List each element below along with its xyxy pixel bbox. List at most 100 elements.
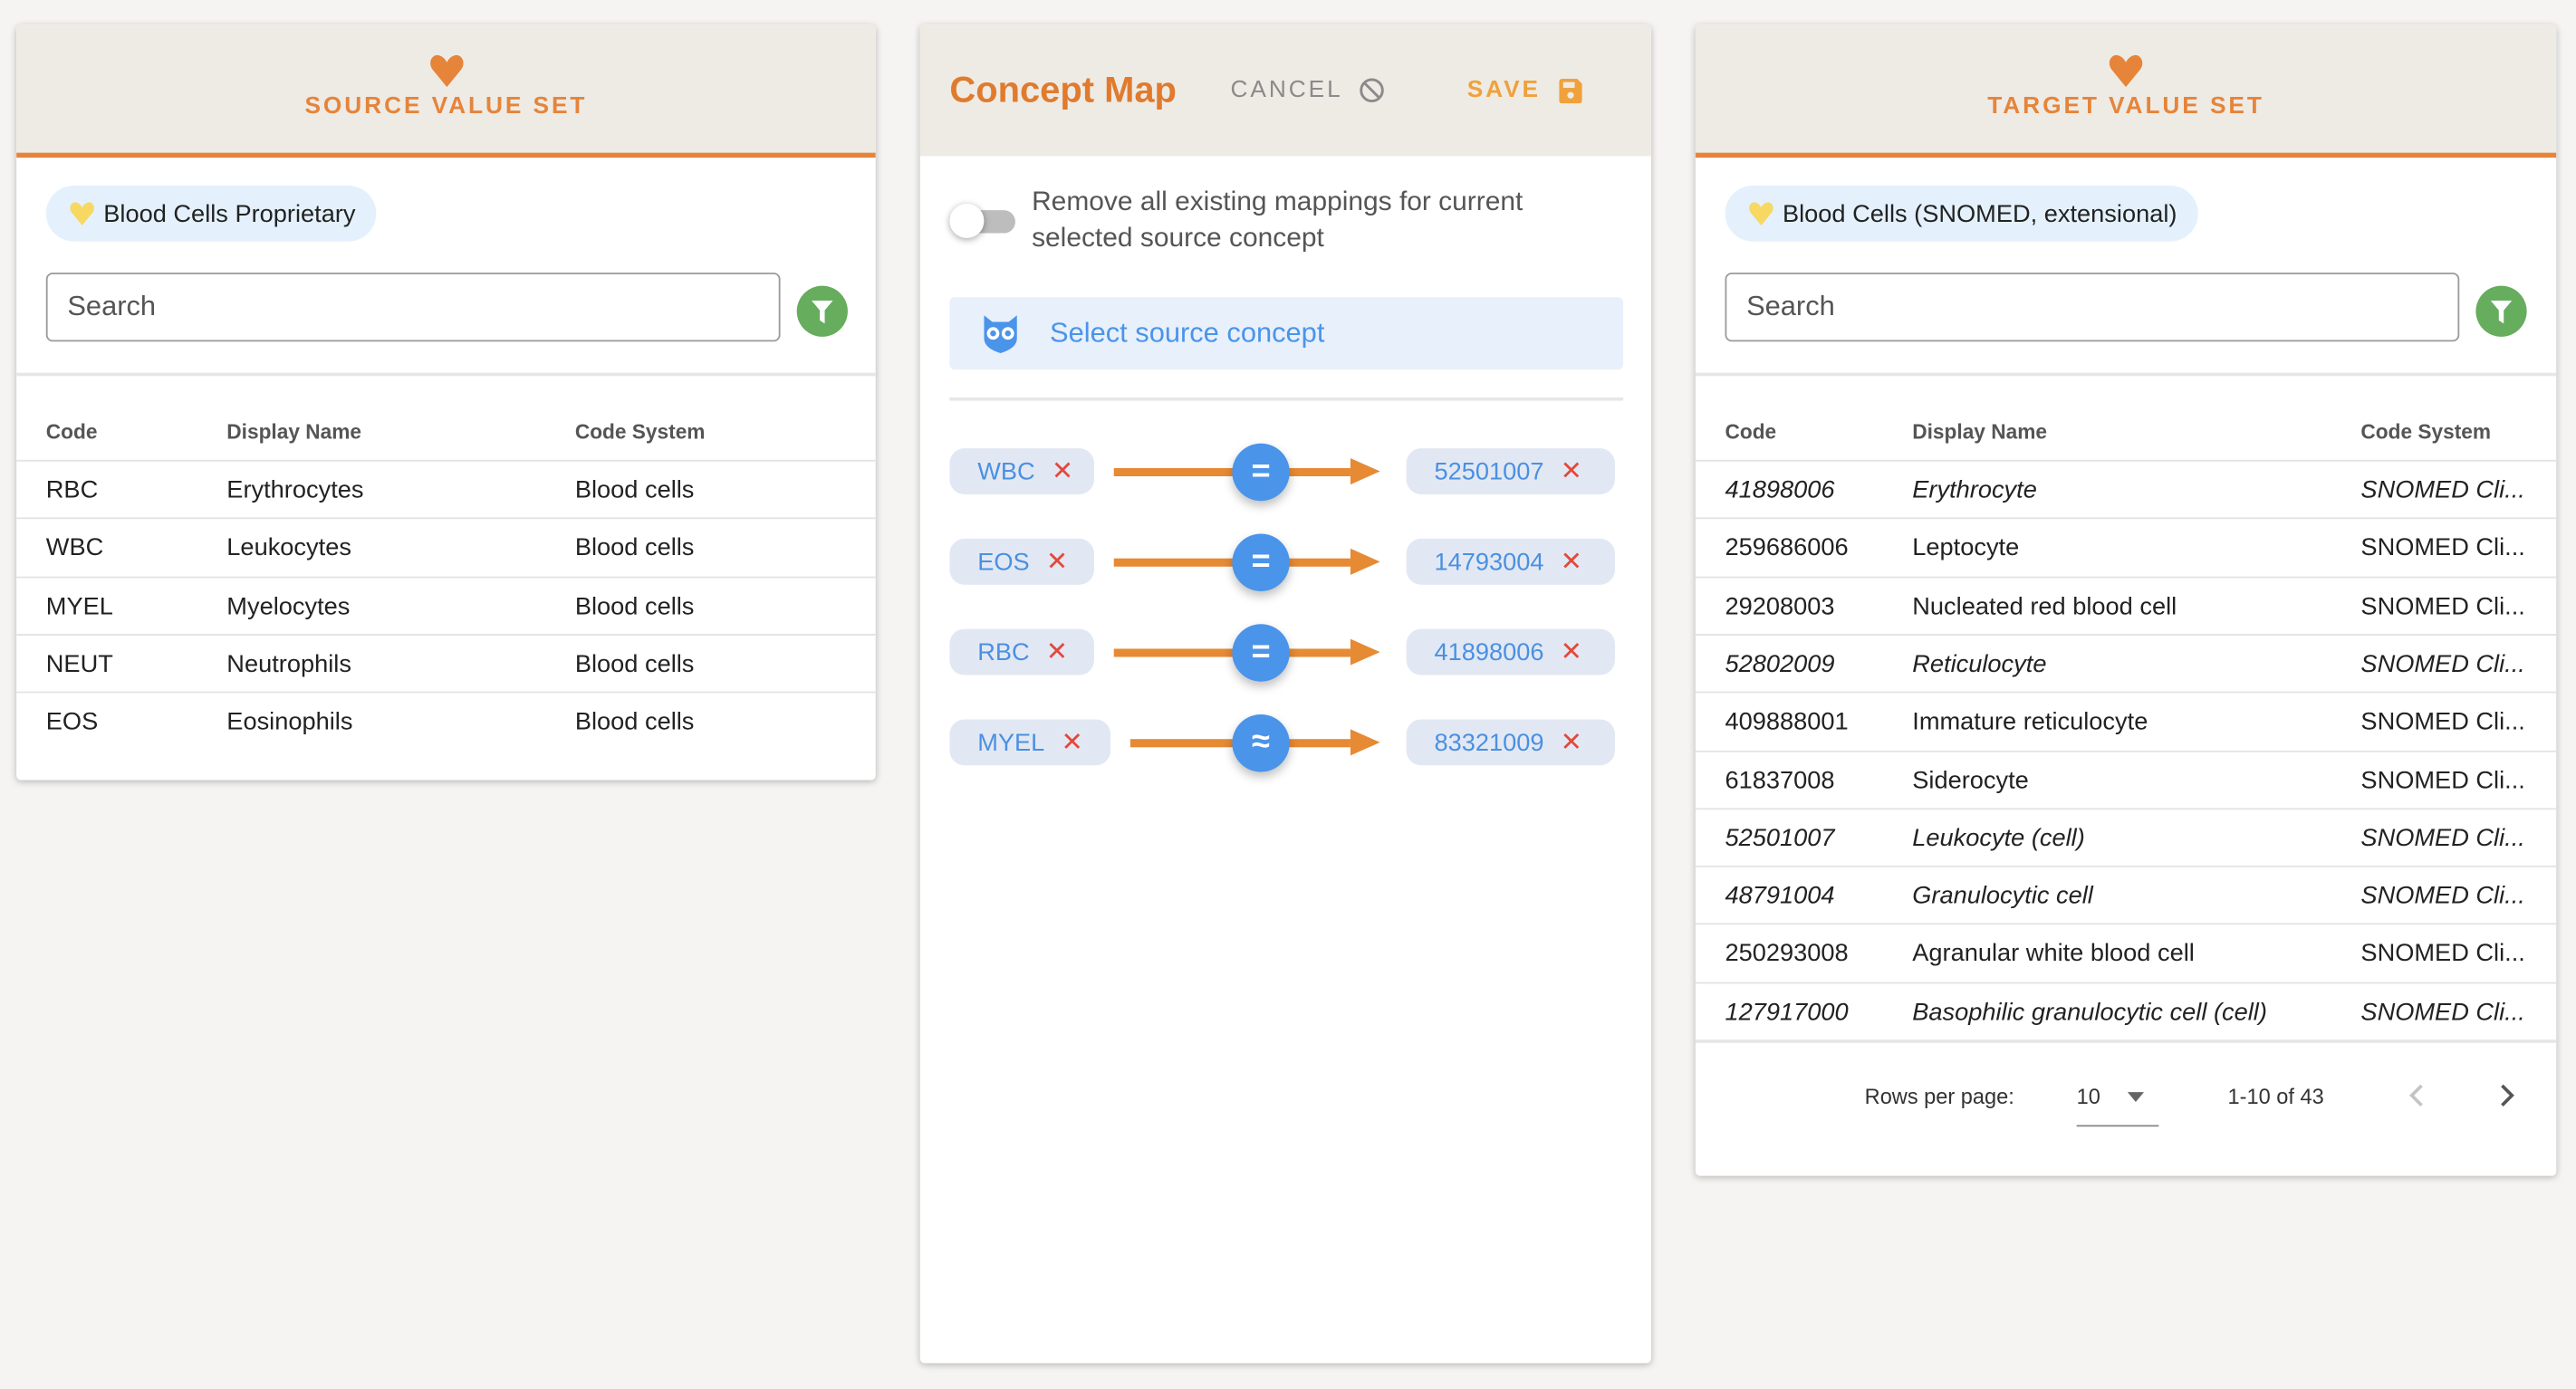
mapping-target-code: 41898006: [1434, 637, 1544, 666]
target-value-set-chip[interactable]: Blood Cells (SNOMED, extensional): [1725, 185, 2199, 242]
mapping-source-chip[interactable]: RBC ✕: [949, 628, 1094, 675]
cell-code: MYEL: [45, 592, 113, 620]
cell-display-name: Eosinophils: [226, 708, 353, 736]
mapping-target-code: 14793004: [1434, 547, 1544, 576]
mapping-source-chip[interactable]: MYEL ✕: [949, 719, 1111, 766]
cell-code: 127917000: [1725, 998, 1849, 1027]
cancel-button[interactable]: CANCEL: [1231, 77, 1386, 103]
table-row[interactable]: 409888001 Immature reticulocyte SNOMED Cli…: [1695, 691, 2557, 751]
table-row[interactable]: 29208003 Nucleated red blood cell SNOMED C…: [1695, 575, 2557, 635]
table-row[interactable]: 41898006 Erythrocyte SNOMED Cli...: [1695, 459, 2557, 519]
mapping-source-chip[interactable]: WBC ✕: [949, 448, 1094, 494]
source-search-input[interactable]: Search: [45, 273, 781, 342]
mapping-source-code: EOS: [977, 547, 1030, 576]
relation-equivalence-button[interactable]: ≈: [1232, 714, 1290, 771]
select-source-concept-banner[interactable]: Select source concept: [949, 297, 1624, 370]
divider: [949, 397, 1624, 401]
mapping-target-code: 52501007: [1434, 457, 1544, 485]
heart-icon: [430, 54, 464, 88]
relation-equivalence-button[interactable]: =: [1232, 442, 1290, 501]
remove-icon[interactable]: ✕: [1045, 638, 1069, 667]
divider: [16, 372, 876, 377]
mapping-target-chip[interactable]: 41898006 ✕: [1406, 628, 1615, 675]
table-row[interactable]: 250293008 Agranular white blood cell SNOME…: [1695, 924, 2557, 982]
column-header-display-name[interactable]: Display Name: [226, 420, 362, 444]
cell-display-name: Leptocyte: [1912, 534, 2020, 562]
table-row[interactable]: EOS Eosinophils Blood cells: [16, 691, 876, 751]
table-row[interactable]: MYEL Myelocytes Blood cells: [16, 575, 876, 635]
cell-display-name: Leukocytes: [226, 534, 351, 562]
cell-code: 409888001: [1725, 708, 1849, 736]
cell-code-system: Blood cells: [574, 708, 695, 736]
heart-icon: [2109, 54, 2143, 88]
target-panel-header: TARGET VALUE SET: [1695, 24, 2557, 158]
chip-label: Blood Cells (SNOMED, extensional): [1782, 199, 2177, 228]
cell-display-name: Granulocytic cell: [1912, 882, 2093, 911]
filter-icon: [812, 300, 833, 323]
source-panel-title: SOURCE VALUE SET: [304, 93, 588, 120]
target-filter-button[interactable]: [2475, 285, 2527, 337]
relation-equivalence-button[interactable]: =: [1232, 532, 1290, 591]
table-row[interactable]: WBC Leukocytes Blood cells: [16, 517, 876, 577]
divider: [1695, 1039, 2557, 1042]
cell-code: 250293008: [1725, 940, 1849, 969]
cell-display-name: Neutrophils: [226, 650, 351, 678]
cell-code: 41898006: [1725, 476, 1835, 504]
cell-code-system: SNOMED Cli...: [2360, 708, 2525, 736]
cell-code-system: SNOMED Cli...: [2360, 824, 2525, 852]
target-search-input[interactable]: Search: [1725, 273, 2460, 342]
column-header-code-system[interactable]: Code System: [2360, 420, 2492, 444]
mapping-target-chip[interactable]: 83321009 ✕: [1406, 719, 1615, 766]
rows-per-page-value: 10: [2076, 1084, 2100, 1109]
table-row[interactable]: 52802009 Reticulocyte SNOMED Cli...: [1695, 633, 2557, 693]
remove-icon[interactable]: ✕: [1061, 729, 1083, 758]
column-header-code-system[interactable]: Code System: [574, 420, 706, 444]
heart-icon: [70, 202, 94, 225]
rows-per-page-select[interactable]: 10: [2076, 1076, 2159, 1127]
arrow-head-icon: [1350, 548, 1380, 575]
remove-icon[interactable]: ✕: [1051, 458, 1074, 486]
table-row[interactable]: 259686006 Leptocyte SNOMED Cli...: [1695, 517, 2557, 577]
cell-code: 259686006: [1725, 534, 1849, 562]
mapping-target-chip[interactable]: 52501007 ✕: [1406, 448, 1615, 494]
table-row[interactable]: RBC Erythrocytes Blood cells: [16, 459, 876, 519]
remove-icon[interactable]: ✕: [1560, 729, 1582, 758]
remove-icon[interactable]: ✕: [1560, 638, 1582, 667]
cell-display-name: Siderocyte: [1912, 766, 2029, 794]
column-header-code[interactable]: Code: [1725, 420, 1777, 444]
dropdown-arrow-icon: [2127, 1092, 2145, 1103]
arrow-head-icon: [1350, 729, 1380, 756]
mapping-target-chip[interactable]: 14793004 ✕: [1406, 538, 1615, 585]
relation-equivalence-button[interactable]: =: [1232, 623, 1290, 681]
mapping-source-code: MYEL: [977, 728, 1045, 757]
next-page-button[interactable]: [2499, 1082, 2515, 1108]
remove-mappings-toggle[interactable]: [949, 203, 1018, 239]
source-panel-header: SOURCE VALUE SET: [16, 24, 876, 158]
table-row[interactable]: NEUT Neutrophils Blood cells: [16, 633, 876, 693]
mapping-source-chip[interactable]: EOS ✕: [949, 538, 1094, 585]
remove-icon[interactable]: ✕: [1560, 458, 1582, 486]
concept-map-header: Concept Map CANCEL SAVE: [919, 24, 1651, 157]
table-row[interactable]: 52501007 Leukocyte (cell) SNOMED Cli...: [1695, 808, 2557, 867]
save-button[interactable]: SAVE: [1467, 77, 1582, 103]
column-header-display-name[interactable]: Display Name: [1912, 420, 2047, 444]
cell-code-system: SNOMED Cli...: [2360, 476, 2525, 504]
concept-map-title: Concept Map: [949, 69, 1177, 110]
cell-code-system: SNOMED Cli...: [2360, 940, 2525, 969]
cell-code-system: SNOMED Cli...: [2360, 998, 2525, 1027]
relation-symbol: =: [1251, 452, 1271, 489]
mapping-target-code: 83321009: [1434, 728, 1544, 757]
remove-icon[interactable]: ✕: [1045, 548, 1069, 577]
cell-code-system: SNOMED Cli...: [2360, 766, 2525, 794]
cell-code: EOS: [45, 708, 99, 736]
previous-page-button[interactable]: [2408, 1082, 2425, 1108]
column-header-code[interactable]: Code: [45, 420, 98, 444]
remove-icon[interactable]: ✕: [1560, 548, 1582, 577]
source-filter-button[interactable]: [796, 285, 848, 337]
cell-display-name: Immature reticulocyte: [1912, 708, 2148, 736]
cell-display-name: Leukocyte (cell): [1912, 824, 2085, 852]
source-value-set-chip[interactable]: Blood Cells Proprietary: [45, 185, 378, 242]
table-row[interactable]: 48791004 Granulocytic cell SNOMED Cli...: [1695, 866, 2557, 924]
table-row[interactable]: 127917000 Basophilic granulocytic cell (c…: [1695, 982, 2557, 1040]
table-row[interactable]: 61837008 Siderocyte SNOMED Cli...: [1695, 749, 2557, 809]
